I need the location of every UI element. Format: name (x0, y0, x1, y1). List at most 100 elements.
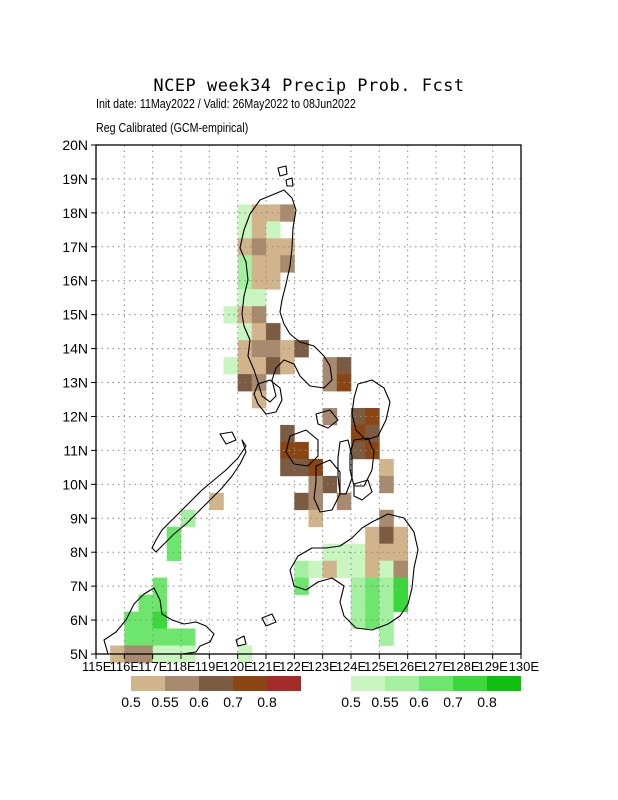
dry-legend-label: 0.7 (223, 694, 243, 710)
prob-cell (294, 340, 309, 358)
prob-cell (322, 475, 338, 494)
prob-cell (351, 441, 366, 460)
negros-coast (313, 459, 341, 513)
lon-tick-label: 126E (392, 659, 423, 674)
dry-legend-swatch (199, 676, 233, 691)
wet-legend-swatch (487, 676, 521, 691)
grid-lines (96, 145, 521, 654)
lon-tick-label: 125E (364, 659, 395, 674)
palawan-coast (151, 439, 247, 553)
lat-tick-label: 15N (62, 307, 88, 323)
prob-cell (251, 340, 267, 358)
prob-cell (237, 323, 253, 341)
prob-cell (351, 560, 366, 578)
mindanao-coast (289, 513, 419, 631)
prob-cell (251, 272, 267, 290)
dry-legend-swatch (131, 676, 165, 691)
prob-cell (251, 374, 267, 392)
prob-cell (251, 391, 267, 409)
method-subtitle: Reg Calibrated (GCM-empirical) (96, 120, 249, 135)
map-title: NCEP week34 Precip Prob. Fcst (153, 76, 465, 96)
probability-cells (110, 204, 408, 663)
prob-cell (351, 577, 366, 595)
dry-legend-swatch (267, 676, 301, 691)
prob-cell (181, 509, 196, 528)
prob-cell (280, 424, 295, 443)
leyte-coast (349, 437, 375, 487)
prob-cell (379, 611, 394, 629)
prob-cell (393, 577, 408, 595)
lat-tick-label: 14N (62, 341, 88, 357)
prob-cell (379, 628, 394, 646)
lon-tick-label: 128E (449, 659, 480, 674)
prob-cell (251, 255, 267, 273)
prob-cell (280, 204, 295, 222)
prob-cell (379, 526, 394, 545)
prob-cell (336, 492, 352, 511)
lon-tick-label: 121E (251, 659, 282, 674)
prob-cell (266, 255, 281, 273)
prob-cell (351, 543, 366, 561)
prob-cell (294, 458, 309, 477)
batan-coast (285, 177, 294, 187)
prob-cell (379, 509, 394, 528)
prob-cell (379, 475, 394, 494)
wet-legend-swatch (385, 676, 419, 691)
prob-cell (251, 289, 267, 307)
lon-tick-label: 118E (166, 659, 196, 674)
prob-cell (351, 594, 366, 612)
prob-cell (251, 357, 267, 375)
lat-tick-label: 10N (62, 476, 88, 492)
lon-tick-label: 122E (279, 659, 310, 674)
lon-tick-label: 130E (509, 659, 540, 674)
prob-cell (152, 577, 168, 595)
lat-tick-label: 12N (62, 408, 88, 424)
longitude-ticks: 115E116E117E118E119E120E121E122E123E124E… (82, 654, 539, 674)
wet-legend-swatch (419, 676, 453, 691)
prob-cell (308, 560, 323, 578)
prob-cell (280, 340, 295, 358)
babuyan-coast (277, 165, 288, 177)
prob-cell (294, 560, 309, 578)
mindoro-coast (253, 379, 283, 415)
prob-cell (379, 560, 394, 578)
prob-cell (266, 323, 281, 341)
prob-cell (351, 611, 366, 629)
lat-tick-label: 17N (62, 239, 88, 255)
prob-cell (379, 458, 394, 477)
prob-cell (379, 594, 394, 612)
lat-tick-label: 7N (70, 578, 88, 594)
dry-legend-swatch (233, 676, 267, 691)
prob-cell (152, 611, 168, 629)
prob-cell (237, 357, 253, 375)
lon-tick-label: 124E (336, 659, 367, 674)
latitude-ticks: 20N 19N 18N 17N 16N 15N 14N 13N 12N 11N 10N 9N 8N 7N 6… (62, 137, 96, 662)
dry-legend-label: 0.6 (189, 694, 209, 710)
init-valid-subtitle: Init date: 11May2022 / Valid: 26May2022 … (96, 96, 356, 111)
lat-tick-label: 19N (62, 171, 88, 187)
wet-legend-swatch (453, 676, 487, 691)
prob-cell (379, 577, 394, 595)
prob-cell (280, 238, 295, 256)
lon-tick-label: 115E (82, 659, 112, 674)
sulu2-coast (235, 635, 247, 647)
prob-cell (266, 357, 281, 375)
prob-cell (138, 594, 153, 612)
prob-cell (124, 628, 139, 646)
lat-tick-label: 8N (70, 544, 88, 560)
prob-cell (251, 306, 267, 324)
bohol-coast (353, 479, 373, 501)
prob-cell (365, 594, 380, 612)
lon-tick-label: 116E (110, 659, 140, 674)
prob-cell (308, 509, 323, 528)
prob-cell (138, 628, 153, 646)
prob-cell (223, 357, 238, 375)
prob-cell (379, 543, 394, 561)
lon-tick-label: 127E (421, 659, 452, 674)
luzon-coast (239, 189, 333, 403)
dry-legend-label: 0.5 (121, 694, 141, 710)
coastline (103, 165, 419, 655)
lon-tick-label: 117E (138, 659, 168, 674)
wet-legend-swatch (351, 676, 385, 691)
